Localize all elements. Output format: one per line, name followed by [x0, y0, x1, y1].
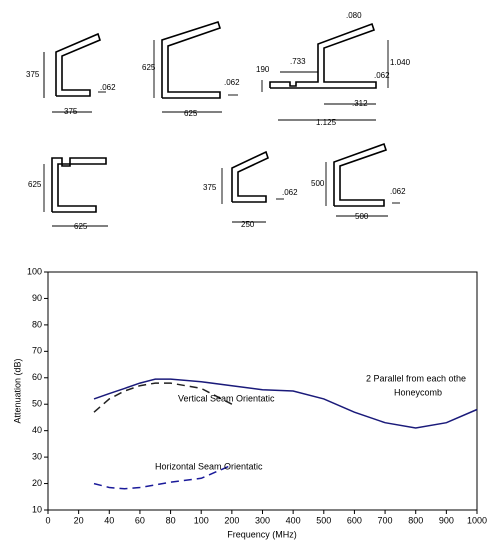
x-tick-label: 100	[194, 515, 209, 525]
y-axis-label: Attenuation (dB)	[12, 358, 22, 423]
x-tick-label: 900	[439, 515, 454, 525]
x-tick-label: 200	[224, 515, 239, 525]
y-tick-label: 40	[32, 425, 42, 435]
x-tick-label: 600	[347, 515, 362, 525]
x-tick-label: 60	[135, 515, 145, 525]
dimension-label: 625	[74, 222, 88, 231]
x-tick-label: 800	[408, 515, 423, 525]
profile	[161, 20, 222, 99]
profile	[269, 22, 377, 89]
dimension-label: 625	[28, 180, 42, 189]
x-tick-label: 80	[166, 515, 176, 525]
dimension-label: .312	[352, 99, 368, 108]
data-line	[93, 464, 233, 490]
series-label: Vertical Seam Orientatic	[178, 393, 275, 403]
dimension-label: 375	[64, 107, 78, 116]
dimension-label: .733	[290, 57, 306, 66]
dimension-label: 625	[184, 109, 198, 118]
profile-drawings	[43, 20, 400, 227]
dimension-label: 1.125	[316, 118, 337, 127]
y-tick-label: 60	[32, 372, 42, 382]
y-tick-label: 50	[32, 399, 42, 409]
profile	[231, 150, 269, 203]
series-label: Honeycomb	[394, 387, 442, 397]
y-tick-label: 90	[32, 293, 42, 303]
x-tick-label: 40	[104, 515, 114, 525]
dimension-label: 190	[256, 65, 270, 74]
data-line	[93, 378, 478, 429]
x-tick-label: 300	[255, 515, 270, 525]
dimension-label: 375	[26, 70, 40, 79]
dimension-label: .062	[224, 78, 240, 87]
data-line	[93, 382, 233, 413]
dimension-label: .062	[100, 83, 116, 92]
x-tick-label: 400	[286, 515, 301, 525]
y-tick-label: 10	[32, 504, 42, 514]
x-axis-label: Frequency (MHz)	[227, 529, 297, 539]
y-tick-label: 80	[32, 319, 42, 329]
dimension-label: .062	[282, 188, 298, 197]
profile	[55, 32, 101, 97]
x-tick-label: 20	[74, 515, 84, 525]
dimension-label: 250	[241, 220, 255, 229]
dimension-label: 500	[355, 212, 369, 221]
dimension-label: 1.040	[390, 58, 411, 67]
dimension-label: .062	[374, 71, 390, 80]
x-tick-label: 0	[45, 515, 50, 525]
x-tick-label: 700	[378, 515, 393, 525]
y-tick-label: 100	[27, 266, 42, 276]
x-tick-label: 500	[316, 515, 331, 525]
dimension-label: 500	[311, 179, 325, 188]
series-label: Horizontal Seam Orientatic	[155, 461, 263, 471]
dimension-label: 625	[142, 63, 156, 72]
profile	[51, 157, 107, 213]
dimension-label: .080	[346, 11, 362, 20]
dimension-label: 375	[203, 183, 217, 192]
annotation: 2 Parallel from each othe	[366, 373, 466, 383]
x-tick-label: 1000	[467, 515, 487, 525]
profile	[333, 142, 388, 207]
dimension-label: .062	[390, 187, 406, 196]
y-tick-label: 20	[32, 478, 42, 488]
y-tick-label: 30	[32, 451, 42, 461]
y-tick-label: 70	[32, 346, 42, 356]
